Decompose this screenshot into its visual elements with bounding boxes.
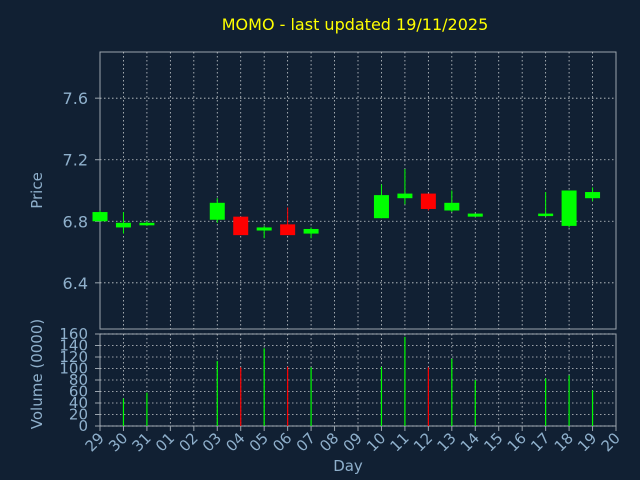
price-tick-label: 7.6: [63, 89, 88, 108]
day-tick-label: 06: [269, 429, 295, 455]
volume-axis-label: Volume (0000): [28, 319, 46, 429]
day-tick-label: 19: [574, 429, 600, 455]
day-tick-label: 08: [316, 429, 342, 455]
volume-tick-label: 60: [69, 383, 88, 401]
volume-tick-label: 20: [69, 406, 88, 424]
candle-body: [538, 213, 554, 217]
day-tick-label: 03: [199, 429, 225, 455]
candle-body: [303, 228, 319, 234]
volume-tick-label: 160: [59, 325, 88, 343]
candle-body: [115, 222, 131, 228]
day-tick-label: 18: [551, 429, 577, 455]
day-tick-label: 04: [222, 429, 248, 455]
day-tick-label: 02: [175, 429, 201, 455]
volume-panel: 0204060801001201401602930310102030405060…: [59, 325, 623, 455]
volume-tick-label: 100: [59, 360, 88, 378]
candle-body: [420, 193, 436, 209]
price-axis-label: Price: [28, 172, 46, 209]
day-tick-label: 01: [152, 429, 178, 455]
day-tick-label: 09: [340, 429, 366, 455]
candle-body: [397, 193, 413, 199]
volume-tick-label: 80: [69, 371, 88, 389]
day-axis-label: Day: [333, 457, 363, 475]
day-tick-label: 14: [457, 429, 483, 455]
day-tick-label: 05: [246, 429, 272, 455]
day-tick-label: 07: [293, 429, 319, 455]
day-tick-label: 12: [410, 429, 436, 455]
candle-body: [467, 213, 483, 217]
candle-body: [373, 195, 389, 219]
candle-body: [280, 224, 296, 236]
price-tick-label: 7.2: [63, 151, 88, 170]
candle-body: [561, 190, 577, 226]
volume-tick-label: 120: [59, 348, 88, 366]
price-plot-frame: [99, 51, 617, 330]
day-tick-label: 16: [504, 429, 530, 455]
day-tick-label: 10: [363, 429, 389, 455]
candle-body: [256, 227, 272, 231]
day-tick-label: 20: [598, 429, 624, 455]
candle-body: [444, 202, 460, 211]
candle-body: [209, 202, 225, 220]
day-tick-label: 13: [433, 429, 459, 455]
price-tick-label: 6.8: [63, 212, 88, 231]
candle-body: [585, 192, 601, 199]
volume-tick-label: 140: [59, 337, 88, 355]
chart-title: MOMO - last updated 19/11/2025: [222, 15, 489, 34]
candle-body: [139, 222, 155, 226]
candle-body: [233, 216, 249, 236]
candle-body: [92, 212, 108, 222]
day-tick-label: 17: [527, 429, 553, 455]
day-tick-label: 30: [105, 429, 131, 455]
volume-tick-label: 0: [78, 417, 88, 435]
day-tick-label: 11: [387, 429, 413, 455]
volume-tick-label: 40: [69, 394, 88, 412]
price-tick-label: 6.4: [63, 274, 88, 293]
day-tick-label: 31: [129, 429, 155, 455]
day-tick-label: 15: [480, 429, 506, 455]
price-panel: 6.4 6.8 7.2 7.6: [63, 51, 617, 330]
